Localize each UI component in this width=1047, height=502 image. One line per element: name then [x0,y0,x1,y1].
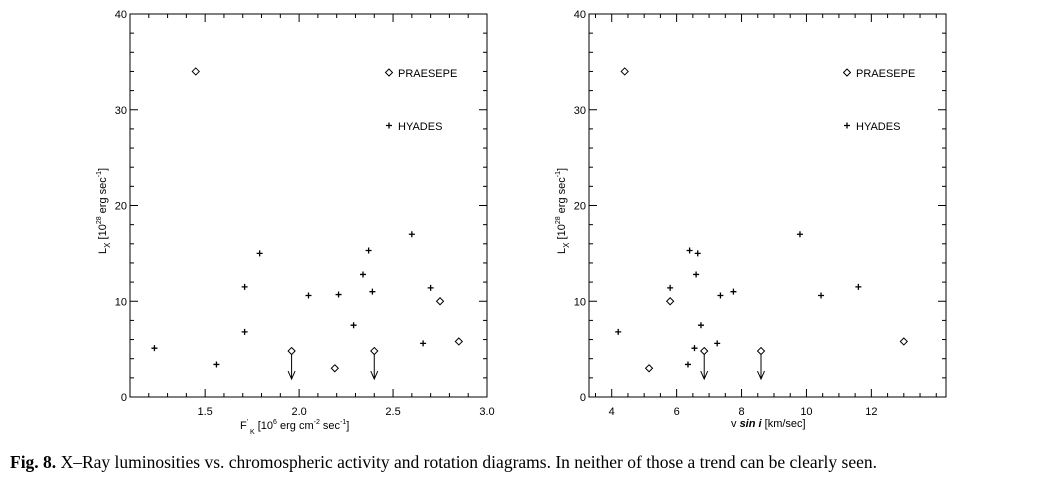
hyades-point [213,361,220,368]
caption-text: X–Ray luminosities vs. chromospheric act… [60,452,877,472]
y-tick-label: 30 [574,105,586,117]
x-tick-label: 12 [865,406,877,418]
hyades-point [420,340,427,347]
legend-praesepe-label: PRAESEPE [856,68,915,80]
praesepe-upper-limit-point [370,346,379,356]
hyades-point [796,231,803,238]
legend-praesepe-symbol [384,68,394,77]
plot-right-marks [615,67,909,381]
y-tick-label: 20 [574,201,586,213]
y-tick-label: 40 [115,9,127,21]
praesepe-point [665,297,675,306]
praesepe-point [644,364,654,373]
legend-hyades-label: HYADES [398,121,442,133]
praesepe-point [330,364,340,373]
hyades-point [408,231,415,238]
y-tick-label: 10 [115,296,127,308]
praesepe-point [620,67,629,76]
hyades-point [350,322,357,329]
praesepe-upper-limit-point [756,346,766,356]
hyades-point [256,250,263,257]
hyades-point [369,288,376,295]
caption-label: Fig. 8. [10,452,57,472]
legend-hyades-symbol [386,122,392,129]
praesepe-point [435,297,445,306]
y-tick-label: 0 [121,392,127,404]
y-tick-label: 30 [115,105,127,117]
x-tick-label: 10 [800,406,812,418]
praesepe-upper-limit-point [700,346,709,356]
hyades-point [667,284,674,291]
legend-hyades-symbol [844,122,850,129]
hyades-point [615,328,622,335]
upper-limit-arrow [370,354,379,381]
praesepe-point [454,337,464,346]
hyades-point [359,271,366,278]
hyades-point [684,361,691,368]
plot-left-xlabel: F' K [106 erg cm-2 sec-1] [240,419,349,436]
plot-left-ylabel: LX [1028 erg sec-1] [96,168,112,254]
hyades-point [717,292,724,299]
plot-left: 0 10 20 30 40 1.5 2.0 2.5 3.0 LX [1028 erg sec-1… [96,9,495,436]
praesepe-upper-limit-point [287,346,296,356]
hyades-point [151,345,158,352]
x-tick-label: 4 [609,406,615,418]
hyades-point [818,292,825,299]
hyades-point [855,283,862,290]
legend-praesepe-symbol [842,68,852,77]
hyades-point [365,247,372,254]
y-tick-label: 10 [574,296,586,308]
plot-left-legend: PRAESEPE HYADES [384,68,457,133]
hyades-point [693,271,700,278]
x-tick-label: 1.5 [198,406,213,418]
x-tick-label: 3.0 [479,406,494,418]
praesepe-point [899,337,909,346]
hyades-point [714,340,721,347]
plot-right-ticks: 0 10 20 30 40 4 6 8 10 12 [574,9,946,418]
hyades-point [305,292,312,299]
hyades-point [686,247,693,254]
plot-right: 0 10 20 30 40 4 6 8 10 12 LX [1028 erg sec-1] v s… [555,9,947,430]
x-tick-label: 8 [738,406,744,418]
x-tick-label: 2.0 [291,406,306,418]
hyades-point [241,328,248,335]
upper-limit-arrow [700,354,709,381]
legend-hyades-label: HYADES [856,121,900,133]
plot-left-ticks: 0 10 20 30 40 1.5 2.0 2.5 3.0 [115,9,495,418]
hyades-point [335,291,342,298]
upper-limit-arrow [287,354,296,381]
figure-caption: Fig. 8. X–Ray luminosities vs. chromosph… [10,451,1040,473]
x-tick-label: 2.5 [385,406,400,418]
legend-praesepe-label: PRAESEPE [398,68,457,80]
hyades-point [697,322,704,329]
x-tick-label: 6 [674,406,680,418]
hyades-point [730,288,737,295]
hyades-point [241,283,248,290]
plot-left-marks [151,67,464,381]
y-tick-label: 0 [580,392,586,404]
plot-right-xlabel: v sin i [km/sec] [731,418,806,430]
hyades-point [694,250,701,257]
praesepe-point [191,67,200,76]
hyades-point [691,345,698,352]
y-tick-label: 20 [115,201,127,213]
plot-right-legend: PRAESEPE HYADES [842,68,915,133]
upper-limit-arrow [757,354,765,381]
y-tick-label: 40 [574,9,586,21]
plot-right-ylabel: LX [1028 erg sec-1] [555,168,571,254]
hyades-point [427,284,434,291]
